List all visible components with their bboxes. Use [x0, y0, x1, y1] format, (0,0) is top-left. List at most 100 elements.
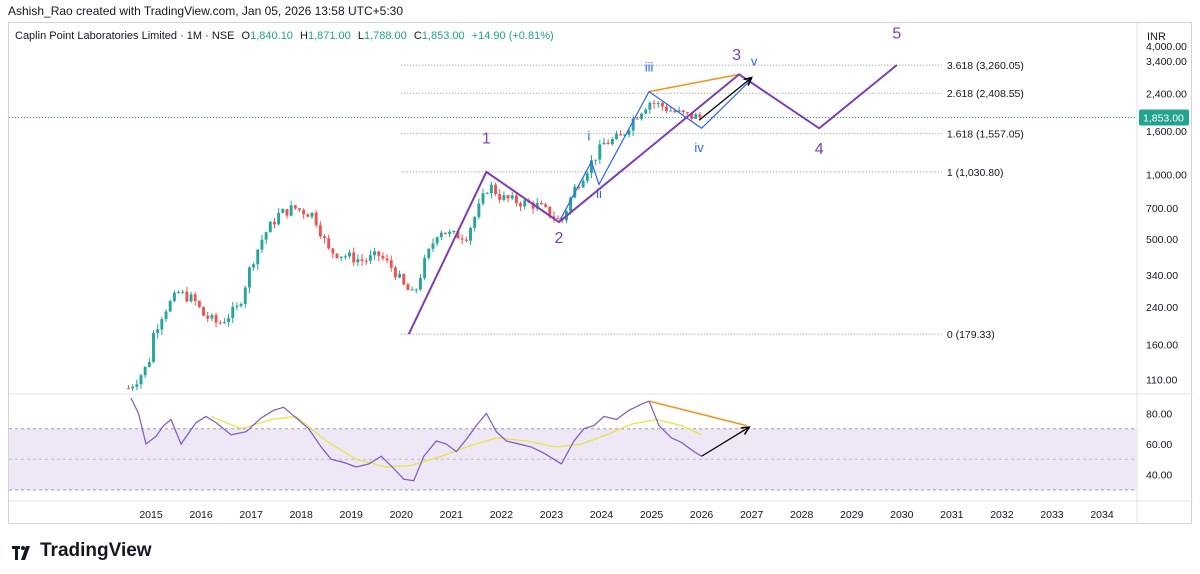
price-target-arrow — [698, 78, 752, 121]
tradingview-logo-icon — [12, 544, 34, 560]
candle-body-120 — [627, 130, 631, 135]
last-price-badge — [1139, 109, 1189, 126]
candle-body-89 — [498, 194, 502, 200]
candle-body-100 — [544, 204, 548, 207]
candle-body-74 — [435, 237, 439, 244]
low-label: L — [357, 30, 364, 42]
time-tick-label-11: 2026 — [690, 509, 714, 521]
candle-body-54 — [352, 252, 356, 263]
candle-body-36 — [277, 212, 281, 225]
candle-body-129 — [665, 106, 669, 111]
candle-body-127 — [656, 102, 660, 104]
candle-body-21 — [214, 315, 218, 323]
candle-body-31 — [256, 249, 260, 265]
major-wave-label-2: 3 — [732, 47, 741, 64]
time-tick-label-3: 2018 — [289, 509, 313, 521]
close-label: C — [413, 30, 422, 42]
time-tick-label-6: 2021 — [440, 509, 464, 521]
currency-label[interactable]: INR — [1147, 31, 1166, 43]
candle-body-81 — [464, 239, 468, 241]
candle-body-20 — [210, 315, 214, 319]
candle-body-87 — [489, 184, 493, 194]
candle-body-124 — [644, 109, 648, 114]
rsi-target-arrow — [701, 427, 750, 457]
candle-body-18 — [202, 306, 206, 316]
candle-body-10 — [168, 301, 172, 312]
time-tick-label-0: 2015 — [139, 509, 163, 521]
time-tick-label-13: 2028 — [790, 509, 814, 521]
minor-wave-label-4: v — [751, 53, 758, 68]
close-value: 1,853.00 — [421, 30, 465, 42]
candle-body-40 — [293, 205, 297, 209]
candle-body-8 — [160, 319, 164, 330]
candle-body-22 — [218, 322, 222, 324]
price-tick-label-3: 1,600.00 — [1146, 126, 1187, 138]
candle-body-26 — [235, 305, 239, 307]
candle-body-126 — [652, 102, 656, 104]
minor-wave-label-0: i — [588, 128, 591, 143]
time-tick-label-5: 2020 — [390, 509, 414, 521]
rsi-tick-label-2: 40.00 — [1146, 470, 1172, 482]
candle-body-12 — [177, 292, 180, 294]
fib-level-label-4: 0 (179.33) — [947, 329, 995, 341]
candle-body-69 — [414, 289, 418, 291]
price-tick-label-2: 2,400.00 — [1146, 89, 1187, 101]
candle-body-59 — [373, 251, 377, 256]
candle-body-11 — [172, 292, 176, 302]
minor-wave-label-1: ii — [596, 186, 602, 201]
candle-body-123 — [640, 113, 643, 119]
tradingview-logo[interactable]: TradingView — [12, 540, 152, 562]
candle-body-14 — [185, 291, 189, 302]
candle-body-58 — [368, 255, 372, 261]
candle-body-83 — [473, 217, 477, 228]
candle-body-125 — [648, 102, 652, 110]
price-tick-label-10: 110.00 — [1146, 374, 1177, 386]
symbol-name[interactable]: Caplin Point Laboratories Limited · 1M ·… — [15, 30, 235, 42]
time-tick-label-1: 2016 — [189, 509, 213, 521]
time-tick-label-18: 2033 — [1040, 509, 1064, 521]
candle-body-63 — [389, 260, 393, 268]
candle-body-43 — [306, 214, 310, 217]
candle-body-72 — [427, 248, 431, 259]
candle-body-102 — [552, 216, 556, 219]
time-tick-label-4: 2019 — [340, 509, 364, 521]
candle-body-90 — [502, 195, 506, 200]
fib-level-label-2: 1.618 (1,557.05) — [947, 129, 1024, 141]
candle-body-50 — [335, 253, 339, 259]
candle-body-55 — [356, 259, 360, 263]
rsi-line — [130, 397, 702, 482]
price-projection-line — [648, 73, 740, 93]
candle-body-118 — [619, 134, 623, 136]
candle-body-42 — [302, 209, 306, 215]
candle-body-110 — [585, 173, 589, 181]
candle-body-7 — [156, 329, 160, 334]
minor-wave-label-2: iii — [645, 59, 654, 74]
candle-body-30 — [252, 264, 256, 268]
candle-body-76 — [444, 232, 447, 235]
candle-body-49 — [331, 248, 335, 254]
attribution-text: Ashish_Rao created with TradingView.com,… — [8, 4, 404, 18]
candle-body-131 — [673, 110, 677, 113]
time-tick-label-15: 2030 — [890, 509, 914, 521]
chart-frame[interactable]: 4,000.00 3,400.00 2,400.00 1,600.00 1,000.00… — [8, 22, 1193, 525]
price-tick-label-0: 4,000.00 — [1146, 41, 1187, 53]
candle-body-53 — [348, 252, 352, 257]
minor-wave-path — [558, 78, 753, 223]
candle-body-38 — [285, 209, 289, 216]
minor-wave-label-3: iv — [694, 140, 704, 155]
candle-body-19 — [206, 315, 210, 319]
candle-body-6 — [152, 333, 155, 362]
candle-body-51 — [339, 256, 343, 259]
chart-svg[interactable]: 4,000.00 3,400.00 2,400.00 1,600.00 1,000.00… — [9, 23, 1193, 525]
candle-body-32 — [260, 239, 264, 250]
price-tick-label-4: 1,000.00 — [1146, 170, 1187, 182]
rsi-tick-label-1: 60.00 — [1146, 439, 1172, 451]
high-label: H — [300, 30, 308, 42]
candle-body-27 — [239, 303, 243, 306]
candle-body-71 — [423, 258, 427, 279]
candle-body-24 — [227, 318, 231, 323]
major-wave-label-4: 5 — [892, 25, 901, 42]
major-wave-label-1: 2 — [554, 230, 563, 247]
candle-body-9 — [164, 311, 168, 320]
candle-body-17 — [197, 301, 201, 307]
